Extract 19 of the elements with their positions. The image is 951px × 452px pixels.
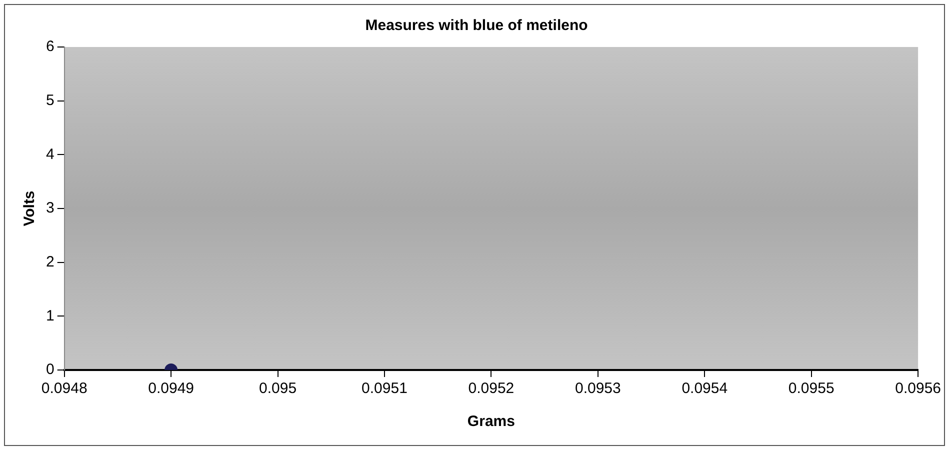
y-tick-label: 1 (46, 307, 54, 324)
x-tick-label: 0.095 (259, 380, 297, 398)
x-tick-label: 0.0948 (41, 380, 88, 398)
x-tick-label: 0.0956 (895, 380, 942, 398)
y-tick-label: 3 (46, 200, 54, 217)
x-tick-label: 0.0949 (148, 380, 194, 398)
x-tick-label: 0.0951 (362, 380, 408, 398)
y-axis-title: Volts (21, 190, 38, 226)
chart-title: Measures with blue of metileno (365, 17, 588, 34)
x-tick-label: 0.0952 (468, 380, 514, 398)
y-tick-label: 4 (46, 146, 54, 163)
x-tick-label: 0.0954 (682, 380, 728, 398)
y-tick-label: 0 (46, 361, 54, 378)
y-tick-label: 6 (46, 38, 54, 56)
x-axis-title: Grams (467, 413, 515, 430)
y-tick-label: 5 (46, 92, 54, 109)
x-tick-label: 0.0955 (788, 380, 834, 398)
y-tick-label: 2 (46, 253, 54, 270)
x-tick-label: 0.0953 (574, 380, 621, 398)
